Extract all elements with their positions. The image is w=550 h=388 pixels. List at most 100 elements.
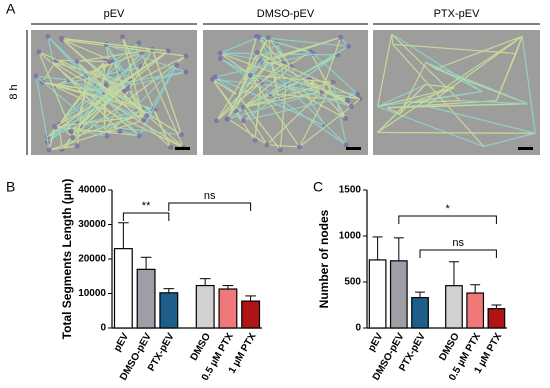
network-edge: [220, 58, 347, 146]
network-node: [343, 115, 349, 121]
panel-label: B: [6, 179, 15, 195]
significance-bracket: [398, 215, 497, 224]
network-edge: [309, 79, 352, 107]
bar: [445, 285, 463, 329]
significance-bracket: [168, 202, 252, 211]
network-edge: [279, 85, 287, 150]
network-node: [178, 132, 184, 138]
network-edge: [70, 50, 169, 132]
x-tick-label: pEV: [112, 331, 131, 354]
network-edge: [521, 36, 536, 134]
bar: [159, 292, 179, 329]
network-node: [264, 142, 270, 148]
network-node: [343, 142, 349, 148]
network-edge: [425, 84, 455, 89]
network-node: [225, 116, 231, 122]
network-node: [168, 144, 174, 150]
network-edge: [258, 36, 349, 47]
network-edge: [386, 103, 528, 109]
network-edge: [250, 74, 352, 108]
network-edge: [42, 81, 105, 93]
significance-label: ns: [204, 190, 216, 202]
network-edge: [312, 53, 359, 95]
network-edge: [377, 105, 484, 147]
panel-label: A: [6, 1, 16, 17]
network-edge: [212, 78, 358, 95]
network-edge: [411, 100, 461, 104]
network-edge: [392, 43, 485, 147]
network-node: [36, 49, 42, 55]
network-node: [240, 104, 246, 110]
network-edge: [226, 90, 323, 120]
y-tick-label: 1000: [339, 231, 362, 242]
network-edge: [138, 64, 178, 137]
network-node: [247, 72, 253, 78]
network-node: [33, 73, 39, 79]
y-tick-label: 40000: [78, 185, 106, 196]
network-edge: [425, 61, 529, 105]
network-edge: [377, 131, 536, 134]
network-edge: [47, 50, 169, 138]
network-edge: [90, 61, 110, 76]
network-edge: [242, 107, 268, 146]
network-node: [345, 43, 351, 49]
network-edge: [242, 66, 292, 108]
network-edge: [54, 115, 147, 128]
network-edge: [42, 81, 143, 111]
scale-bar: [518, 147, 533, 150]
network-edge: [426, 105, 536, 134]
network-edge: [266, 91, 323, 146]
network-edge: [321, 37, 342, 92]
network-node: [144, 113, 150, 119]
network-node: [330, 79, 336, 85]
bar: [136, 268, 156, 329]
significance-label: ns: [452, 237, 464, 249]
significance-bracket: [122, 212, 170, 221]
network-node: [125, 86, 131, 92]
network-edge: [377, 90, 483, 108]
network-node: [183, 69, 189, 75]
scale-bar: [346, 147, 361, 150]
network-node: [136, 133, 142, 139]
network-edge: [377, 84, 426, 133]
network-node: [103, 42, 109, 48]
network-node: [165, 48, 171, 54]
network-edge: [495, 36, 523, 101]
network-node: [120, 34, 126, 40]
network-node: [214, 118, 220, 124]
network-edge: [257, 52, 352, 107]
network-edge: [216, 62, 284, 122]
network-edge: [48, 126, 56, 151]
bar: [487, 308, 506, 329]
image-label: PTX-pEV: [434, 8, 481, 20]
network-edge: [249, 42, 277, 76]
bar: [368, 259, 387, 329]
bar: [389, 260, 408, 329]
significance-bracket: [419, 249, 497, 258]
network-edge: [285, 85, 346, 119]
network-node: [74, 143, 80, 149]
network-edge: [257, 52, 360, 100]
y-tick-label: 0: [355, 323, 361, 334]
network-node: [140, 117, 146, 123]
network-edge: [49, 145, 78, 151]
network-edge: [435, 35, 523, 70]
network-edge: [76, 75, 87, 146]
network-edge: [267, 37, 292, 68]
network-node: [218, 56, 224, 62]
network-edge: [392, 43, 517, 55]
network-edge: [227, 52, 258, 119]
network-node: [256, 34, 262, 40]
network-edge: [377, 87, 455, 108]
network-edge: [391, 33, 394, 45]
network-edge: [399, 102, 412, 115]
network-node: [277, 147, 283, 153]
network-node: [104, 133, 110, 139]
network-node: [59, 35, 65, 41]
network-edge: [35, 75, 108, 137]
network-edge: [76, 48, 153, 63]
network-edge: [100, 97, 184, 148]
x-tick-label: DMSO: [189, 331, 214, 363]
network-edge: [258, 36, 284, 64]
